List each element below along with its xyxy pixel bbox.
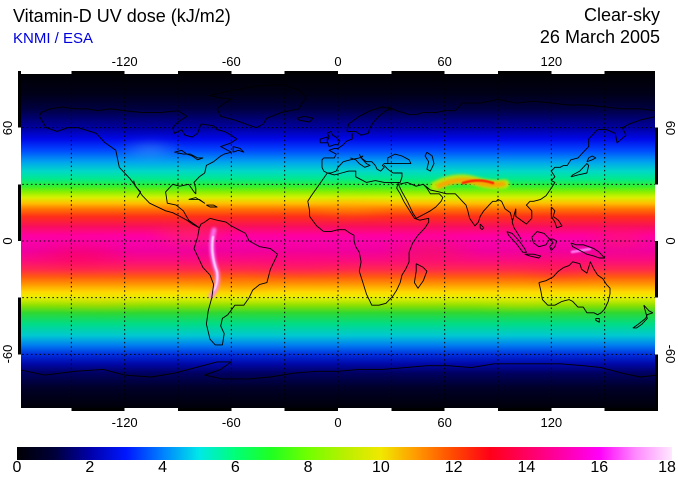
coastline: [506, 231, 527, 253]
coastline: [133, 180, 142, 198]
date-label: 26 March 2005: [539, 27, 660, 47]
coastline: [549, 238, 558, 251]
lon-tick-bottom: 120: [540, 415, 563, 430]
uv-dose-blob: [130, 217, 250, 253]
uv-dose-blob: [500, 250, 620, 286]
uv-dose-blob: [360, 230, 500, 270]
coastline: [632, 304, 654, 329]
coastline: [18, 361, 658, 380]
map-frame-top: [18, 71, 658, 74]
colorbar: [17, 447, 672, 460]
lon-tick-top: -60: [221, 54, 241, 69]
lat-tick-right: 60: [663, 120, 678, 135]
coastline: [586, 155, 597, 163]
colorbar-tick: 16: [590, 459, 609, 476]
new-guinea-highlands-anomaly: [570, 247, 592, 254]
himalaya-red-core: [461, 179, 495, 185]
coastline: [321, 133, 388, 174]
altiplano-bright-core: [211, 235, 219, 292]
coastline: [511, 115, 657, 240]
coastline: [413, 263, 428, 289]
coastline: [550, 206, 563, 229]
lat-tick-right: 0: [663, 237, 678, 245]
colorbar-tick: 4: [158, 459, 167, 476]
coastline: [209, 83, 307, 129]
uv-dose-blob: [220, 242, 380, 282]
uv-dose-blob: [30, 286, 170, 314]
colorbar-tick: 10: [371, 459, 390, 476]
coastline: [188, 197, 206, 204]
lat-tick-left: -60: [0, 344, 15, 364]
coastline: [174, 149, 204, 161]
lon-tick-top: 0: [334, 54, 342, 69]
lon-tick-bottom: 0: [334, 415, 342, 430]
coastline: [193, 217, 279, 346]
coastline: [296, 115, 314, 123]
coastline: [570, 163, 590, 178]
coastline: [387, 98, 657, 115]
coastline: [346, 106, 392, 136]
world-uv-dose-map: [18, 71, 658, 411]
lon-tick-bottom: -120: [111, 415, 138, 430]
map-frame-right: [655, 71, 658, 411]
coastline: [524, 253, 542, 259]
map-frame-bottom: [18, 408, 658, 411]
lon-tick-top: -120: [111, 54, 138, 69]
sky-condition-label: Clear-sky: [583, 5, 660, 25]
lon-tick-bottom: 60: [437, 415, 452, 430]
colorbar-tick: 2: [85, 459, 95, 476]
coastline: [319, 136, 328, 144]
coastline: [38, 106, 238, 229]
colorbar-tick: 18: [658, 459, 676, 476]
coastline: [397, 181, 444, 219]
coastline: [350, 153, 371, 168]
lat-tick-left: 60: [0, 120, 15, 135]
coastline: [424, 151, 435, 172]
lon-tick-bottom: -60: [221, 415, 241, 430]
coastline: [307, 165, 430, 306]
page-title: Vitamin-D UV dose (kJ/m2): [13, 6, 231, 26]
coastline: [326, 130, 341, 148]
uv-dose-blob: [180, 271, 300, 299]
coastline: [232, 146, 245, 153]
coastline: [387, 153, 412, 165]
colorbar-tick: 6: [230, 459, 240, 476]
coastline: [479, 223, 485, 231]
coastline: [595, 317, 600, 323]
coastline: [423, 183, 513, 227]
colorbar-tick: 12: [444, 459, 463, 476]
colorbar-tick: 8: [303, 459, 313, 476]
lat-tick-left: 0: [0, 237, 15, 245]
tibet-himalaya-anomaly-core: [436, 177, 506, 189]
coastline: [206, 204, 218, 208]
coastline: [538, 261, 611, 316]
uv-dose-blob: [18, 233, 150, 277]
lon-tick-top: 120: [540, 54, 563, 69]
map-frame-left: [18, 71, 21, 411]
lat-tick-right: -60: [663, 344, 678, 364]
coastline: [570, 242, 606, 259]
colorbar-tick: 14: [517, 459, 536, 476]
lon-tick-top: 60: [437, 54, 452, 69]
uv-dose-blob: [105, 136, 195, 164]
coastline: [531, 231, 551, 248]
data-source-label: KNMI / ESA: [13, 30, 94, 47]
map-overlay-grid-coastlines: [18, 71, 658, 411]
colorbar-tick: 0: [12, 459, 22, 476]
